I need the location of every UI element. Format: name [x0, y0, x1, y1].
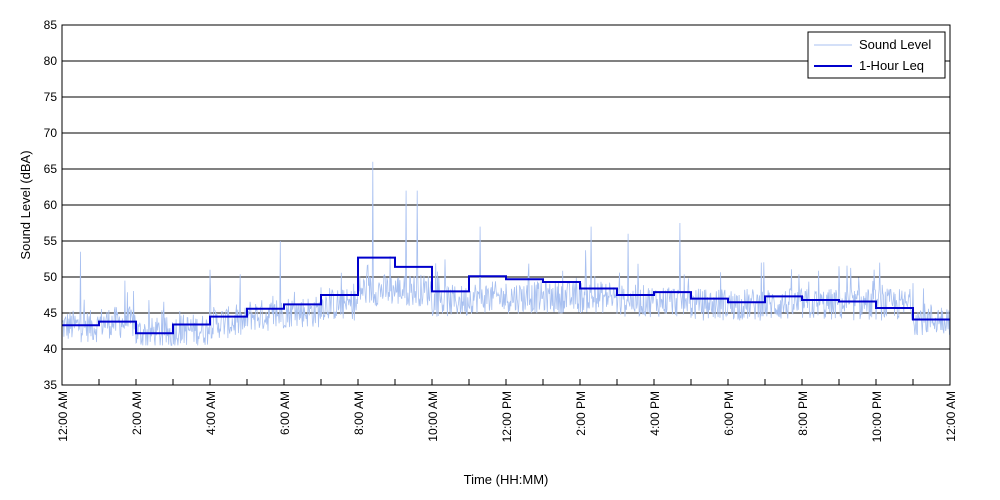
x-tick-label: 8:00 PM [796, 391, 810, 436]
x-tick-label: 12:00 PM [500, 391, 514, 442]
y-tick-label: 80 [44, 54, 58, 68]
x-tick-label: 8:00 AM [352, 391, 366, 435]
x-tick-label: 2:00 AM [130, 391, 144, 435]
legend: Sound Level 1-Hour Leq [807, 31, 946, 79]
x-tick-label: 12:00 AM [56, 391, 70, 442]
y-tick-label: 60 [44, 198, 58, 212]
legend-label-sound-level: Sound Level [859, 37, 931, 52]
x-tick-label: 4:00 AM [204, 391, 218, 435]
y-tick-label: 75 [44, 90, 58, 104]
x-tick-label: 2:00 PM [574, 391, 588, 436]
y-tick-label: 45 [44, 306, 58, 320]
x-tick-label: 12:00 AM [944, 391, 958, 442]
y-tick-label: 50 [44, 270, 58, 284]
y-tick-label: 40 [44, 342, 58, 356]
sound-level-line [61, 161, 951, 346]
leq-step-line [62, 256, 950, 335]
legend-box [807, 31, 946, 79]
y-tick-label: 35 [44, 378, 58, 392]
legend-label-leq: 1-Hour Leq [859, 58, 924, 73]
y-tick-label: 65 [44, 162, 58, 176]
sound-level-series [61, 161, 951, 346]
y-axis-title: Sound Level (dBA) [18, 150, 33, 259]
x-axis: 12:00 AM 2:00 AM 4:00 AM 6:00 AM 8:00 AM 10:0… [56, 379, 958, 442]
y-axis: 35 40 45 50 55 60 65 70 75 80 85 [44, 18, 58, 392]
x-tick-label: 6:00 PM [722, 391, 736, 436]
y-tick-label: 85 [44, 18, 58, 32]
x-tick-label: 10:00 AM [426, 391, 440, 442]
leq-series [62, 256, 950, 335]
x-axis-title: Time (HH:MM) [464, 472, 549, 487]
x-tick-label: 4:00 PM [648, 391, 662, 436]
y-tick-label: 55 [44, 234, 58, 248]
x-tick-label: 6:00 AM [278, 391, 292, 435]
y-tick-label: 70 [44, 126, 58, 140]
x-tick-label: 10:00 PM [870, 391, 884, 442]
